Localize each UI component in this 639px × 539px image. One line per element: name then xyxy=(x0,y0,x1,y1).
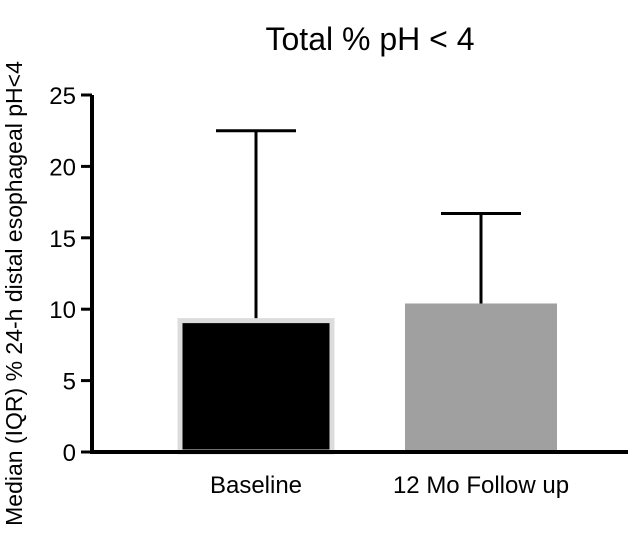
y-tick-label: 25 xyxy=(49,83,76,110)
x-tick-label: Baseline xyxy=(210,472,302,499)
bar xyxy=(405,303,557,452)
y-tick-label: 0 xyxy=(63,440,76,467)
y-tick-label: 10 xyxy=(49,297,76,324)
plot-area: Baseline 12 Mo Follow up 0 5 10 15 20 25 xyxy=(49,83,628,499)
y-tick-label: 20 xyxy=(49,154,76,181)
y-tick-label: 15 xyxy=(49,226,76,253)
y-axis-label: Median (IQR) % 24-h distal esophageal pH… xyxy=(1,61,27,526)
bar xyxy=(177,318,335,455)
x-tick-label: 12 Mo Follow up xyxy=(393,472,569,499)
y-tick-label: 5 xyxy=(63,369,76,396)
chart-title: Total % pH < 4 xyxy=(266,21,475,57)
